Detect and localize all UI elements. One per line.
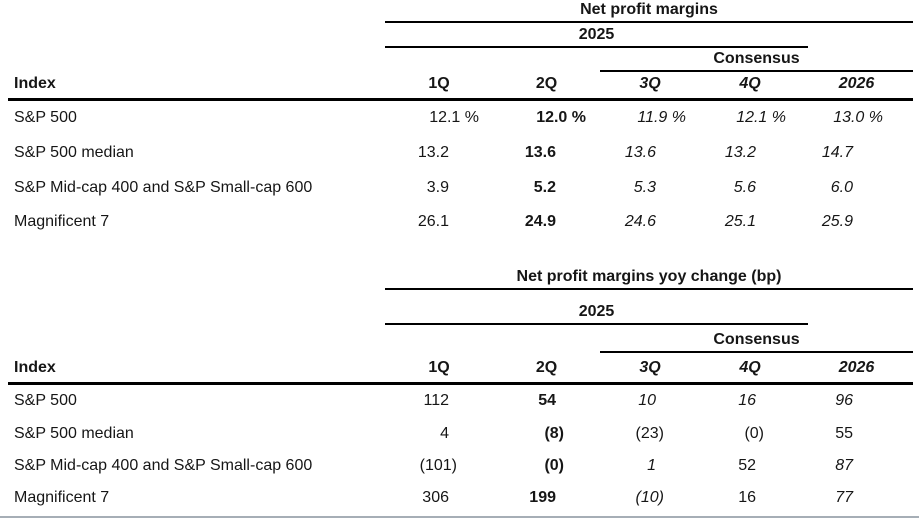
cell: 13.2 xyxy=(724,144,756,162)
column-header: 1Q xyxy=(428,359,450,376)
table-row: S&P 500 median 4 (8) (23) (0) 55 xyxy=(8,417,913,449)
row-label: S&P Mid-cap 400 and S&P Small-cap 600 xyxy=(14,456,313,474)
consensus-header: Consensus xyxy=(600,331,913,353)
cell: 12.1 % xyxy=(429,109,479,127)
row-label: S&P 500 xyxy=(14,392,77,410)
cell: 52 xyxy=(738,456,756,474)
table-row: S&P 500 112 54 10 16 96 xyxy=(8,385,913,417)
cell: 96 xyxy=(835,392,853,410)
cell: 54 xyxy=(538,392,556,410)
table-row: S&P 500 12.1 % 12.0 % 11.9 % 12.1 % 13.0 % xyxy=(8,101,913,136)
table-row: S&P Mid-cap 400 and S&P Small-cap 600 (10… xyxy=(8,450,913,482)
cell: 10 xyxy=(638,392,656,410)
column-header: 4Q xyxy=(739,75,761,92)
cell: 112 xyxy=(423,392,449,410)
cell: 14.7 xyxy=(821,144,853,162)
cell: (0) xyxy=(544,456,564,474)
cell: (10) xyxy=(635,489,664,507)
table-body: S&P 500 112 54 10 16 96 S&P 500 median 4 (8) (23)… xyxy=(8,385,913,515)
column-header: 2Q xyxy=(535,75,558,92)
cell: 1 xyxy=(647,456,656,474)
cell: 6.0 xyxy=(830,178,853,196)
cell: 11.9 % xyxy=(637,109,686,127)
cell: 5.6 xyxy=(733,178,756,196)
cell: (101) xyxy=(419,456,457,474)
table-title: Net profit margins xyxy=(385,0,913,23)
cell: 77 xyxy=(835,489,853,507)
cell: 26.1 xyxy=(417,213,449,231)
table-net-profit-margins: Net profit margins 2025 Consensus Index 1… xyxy=(8,0,913,242)
cell: 24.9 xyxy=(524,213,556,231)
year-header: 2025 xyxy=(385,26,808,48)
column-header: 3Q xyxy=(639,75,661,92)
table-row: S&P Mid-cap 400 and S&P Small-cap 600 3.9… xyxy=(8,170,913,205)
consensus-header: Consensus xyxy=(600,50,913,72)
column-header: 4Q xyxy=(739,359,761,376)
column-header: 2Q xyxy=(535,359,558,376)
cell: 12.0 % xyxy=(536,109,586,127)
cell: 199 xyxy=(529,489,556,507)
table-net-profit-margins-yoy-change: Net profit margins yoy change (bp) 2025 … xyxy=(8,255,913,517)
cell: 13.0 % xyxy=(833,109,883,127)
index-column-header: Index xyxy=(14,359,56,376)
cell: 13.6 xyxy=(524,144,556,162)
cell: 12.1 % xyxy=(736,109,786,127)
cell: 25.1 xyxy=(724,213,756,231)
table-title: Net profit margins yoy change (bp) xyxy=(385,267,913,290)
cell: 55 xyxy=(835,424,853,442)
row-label: S&P 500 median xyxy=(14,144,134,162)
table-row: Magnificent 7 306 199 (10) 16 77 xyxy=(8,482,913,514)
year-header: 2025 xyxy=(385,301,808,325)
row-label: Magnificent 7 xyxy=(14,489,110,507)
page-bottom-rule xyxy=(0,516,919,518)
cell: 16 xyxy=(738,392,756,410)
cell: 13.2 xyxy=(417,144,449,162)
cell: (23) xyxy=(635,424,664,442)
row-label: S&P Mid-cap 400 and S&P Small-cap 600 xyxy=(14,178,313,196)
index-column-header: Index xyxy=(14,75,56,92)
cell: 4 xyxy=(440,424,449,442)
cell: 25.9 xyxy=(821,213,853,231)
cell: 87 xyxy=(835,456,853,474)
column-header: 2026 xyxy=(838,75,875,92)
column-header-row: Index 1Q 2Q 3Q 4Q 2026 xyxy=(8,355,913,385)
column-header: 3Q xyxy=(639,359,661,376)
cell: 5.3 xyxy=(633,178,656,196)
column-header: 1Q xyxy=(428,75,450,92)
column-header: 2026 xyxy=(838,359,875,376)
column-header-row: Index 1Q 2Q 3Q 4Q 2026 xyxy=(8,73,913,101)
cell: 306 xyxy=(422,489,449,507)
table-row: S&P 500 median 13.2 13.6 13.6 13.2 14.7 xyxy=(8,136,913,171)
cell: 16 xyxy=(738,489,756,507)
row-label: Magnificent 7 xyxy=(14,213,110,231)
cell: (8) xyxy=(544,424,564,442)
cell: 3.9 xyxy=(426,178,449,196)
row-label: S&P 500 median xyxy=(14,424,134,442)
cell: 13.6 xyxy=(624,144,656,162)
cell: 24.6 xyxy=(624,213,656,231)
cell: 5.2 xyxy=(533,178,556,196)
row-label: S&P 500 xyxy=(14,109,77,127)
table-row: Magnificent 7 26.1 24.9 24.6 25.1 25.9 xyxy=(8,205,913,240)
cell: (0) xyxy=(744,424,764,442)
table-body: S&P 500 12.1 % 12.0 % 11.9 % 12.1 % 13.0 % S&P… xyxy=(8,101,913,240)
